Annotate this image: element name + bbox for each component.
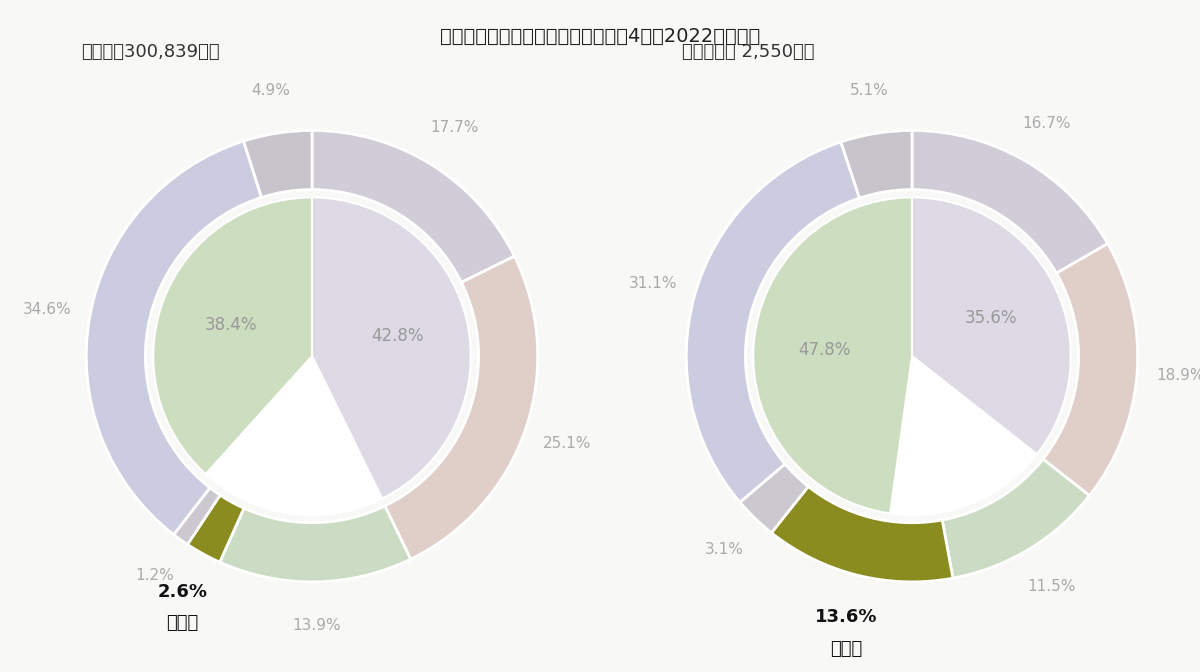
Text: 47.8%: 47.8% xyxy=(799,341,851,359)
Text: 31.1%: 31.1% xyxy=(629,276,677,291)
Text: カーブ: カーブ xyxy=(830,640,863,658)
Text: 2.6%: 2.6% xyxy=(157,583,208,601)
Wedge shape xyxy=(312,130,515,282)
Wedge shape xyxy=(841,130,912,198)
Wedge shape xyxy=(890,356,1037,515)
Text: 34.6%: 34.6% xyxy=(23,302,71,317)
Wedge shape xyxy=(1043,244,1138,496)
Text: 42.8%: 42.8% xyxy=(371,327,424,345)
Text: 13.9%: 13.9% xyxy=(292,618,341,633)
Text: 1.2%: 1.2% xyxy=(136,568,174,583)
Text: 35.6%: 35.6% xyxy=(965,309,1016,327)
Wedge shape xyxy=(312,198,470,499)
Wedge shape xyxy=(174,488,220,544)
Wedge shape xyxy=(86,141,262,534)
Wedge shape xyxy=(754,198,912,513)
Text: 18.9%: 18.9% xyxy=(1157,368,1200,383)
Wedge shape xyxy=(385,256,538,559)
Wedge shape xyxy=(942,459,1090,578)
Text: 17.7%: 17.7% xyxy=(430,120,479,135)
Wedge shape xyxy=(244,130,312,198)
Wedge shape xyxy=(912,130,1108,274)
Wedge shape xyxy=(187,495,244,562)
Text: 道路形状別交通事故発生状況【令和4年（2022年）中】: 道路形状別交通事故発生状況【令和4年（2022年）中】 xyxy=(440,27,760,46)
Wedge shape xyxy=(912,198,1070,454)
Text: 13.6%: 13.6% xyxy=(816,608,878,626)
Text: 全事故【300,839件】: 全事故【300,839件】 xyxy=(82,43,221,61)
Wedge shape xyxy=(205,356,382,515)
Wedge shape xyxy=(740,464,809,533)
Text: 3.1%: 3.1% xyxy=(706,542,744,557)
Wedge shape xyxy=(154,198,312,474)
Text: 11.5%: 11.5% xyxy=(1027,579,1075,594)
Wedge shape xyxy=(772,487,953,582)
Text: 4.9%: 4.9% xyxy=(251,83,290,97)
Wedge shape xyxy=(686,142,859,502)
Text: 5.1%: 5.1% xyxy=(850,83,888,98)
Text: 死亡事故【 2,550件】: 死亡事故【 2,550件】 xyxy=(682,43,814,61)
Text: 25.1%: 25.1% xyxy=(542,436,590,451)
Text: カーブ: カーブ xyxy=(166,614,198,632)
Wedge shape xyxy=(220,506,410,582)
Text: 38.4%: 38.4% xyxy=(204,316,257,334)
Text: 16.7%: 16.7% xyxy=(1022,116,1072,130)
